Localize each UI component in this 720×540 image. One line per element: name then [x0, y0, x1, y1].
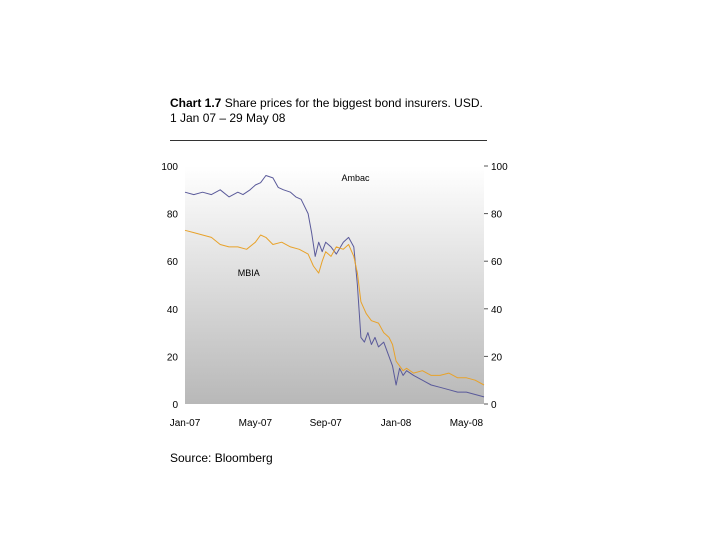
- y-tick-label-left: 40: [167, 305, 179, 316]
- chart-subtitle: 1 Jan 07 – 29 May 08: [170, 111, 286, 125]
- y-tick-label-right: 100: [491, 162, 508, 173]
- y-tick-label-right: 80: [491, 210, 503, 221]
- y-tick-label-right: 60: [491, 257, 503, 268]
- title-rule: [170, 140, 487, 141]
- y-tick-label-left: 100: [161, 162, 178, 173]
- y-tick-label-right: 20: [491, 352, 503, 363]
- y-tick-label-left: 60: [167, 257, 179, 268]
- chart-title-number: Chart 1.7: [170, 96, 222, 110]
- series-line-mbia: [184, 229, 485, 386]
- y-tick-label-right: 40: [491, 305, 503, 316]
- series-annotation-mbia: MBIA: [238, 268, 260, 278]
- x-tick-label: Jan-08: [381, 418, 412, 429]
- chart-title-text: Share prices for the biggest bond insure…: [224, 96, 483, 110]
- series-annotation-ambac: Ambac: [342, 173, 371, 183]
- plot-area: [185, 166, 484, 404]
- x-tick-label: Jan-07: [170, 418, 201, 429]
- y-tick-label-left: 0: [172, 400, 178, 411]
- y-tick-label-right: 0: [491, 400, 497, 411]
- x-tick-label: May-07: [239, 418, 273, 429]
- chart-title: Chart 1.7 Share prices for the biggest b…: [170, 96, 500, 126]
- x-tick-label: May-08: [450, 418, 484, 429]
- x-tick-label: Sep-07: [310, 418, 343, 429]
- y-tick-label-left: 20: [167, 352, 179, 363]
- source-note: Source: Bloomberg: [170, 451, 273, 465]
- y-tick-label-left: 80: [167, 210, 179, 221]
